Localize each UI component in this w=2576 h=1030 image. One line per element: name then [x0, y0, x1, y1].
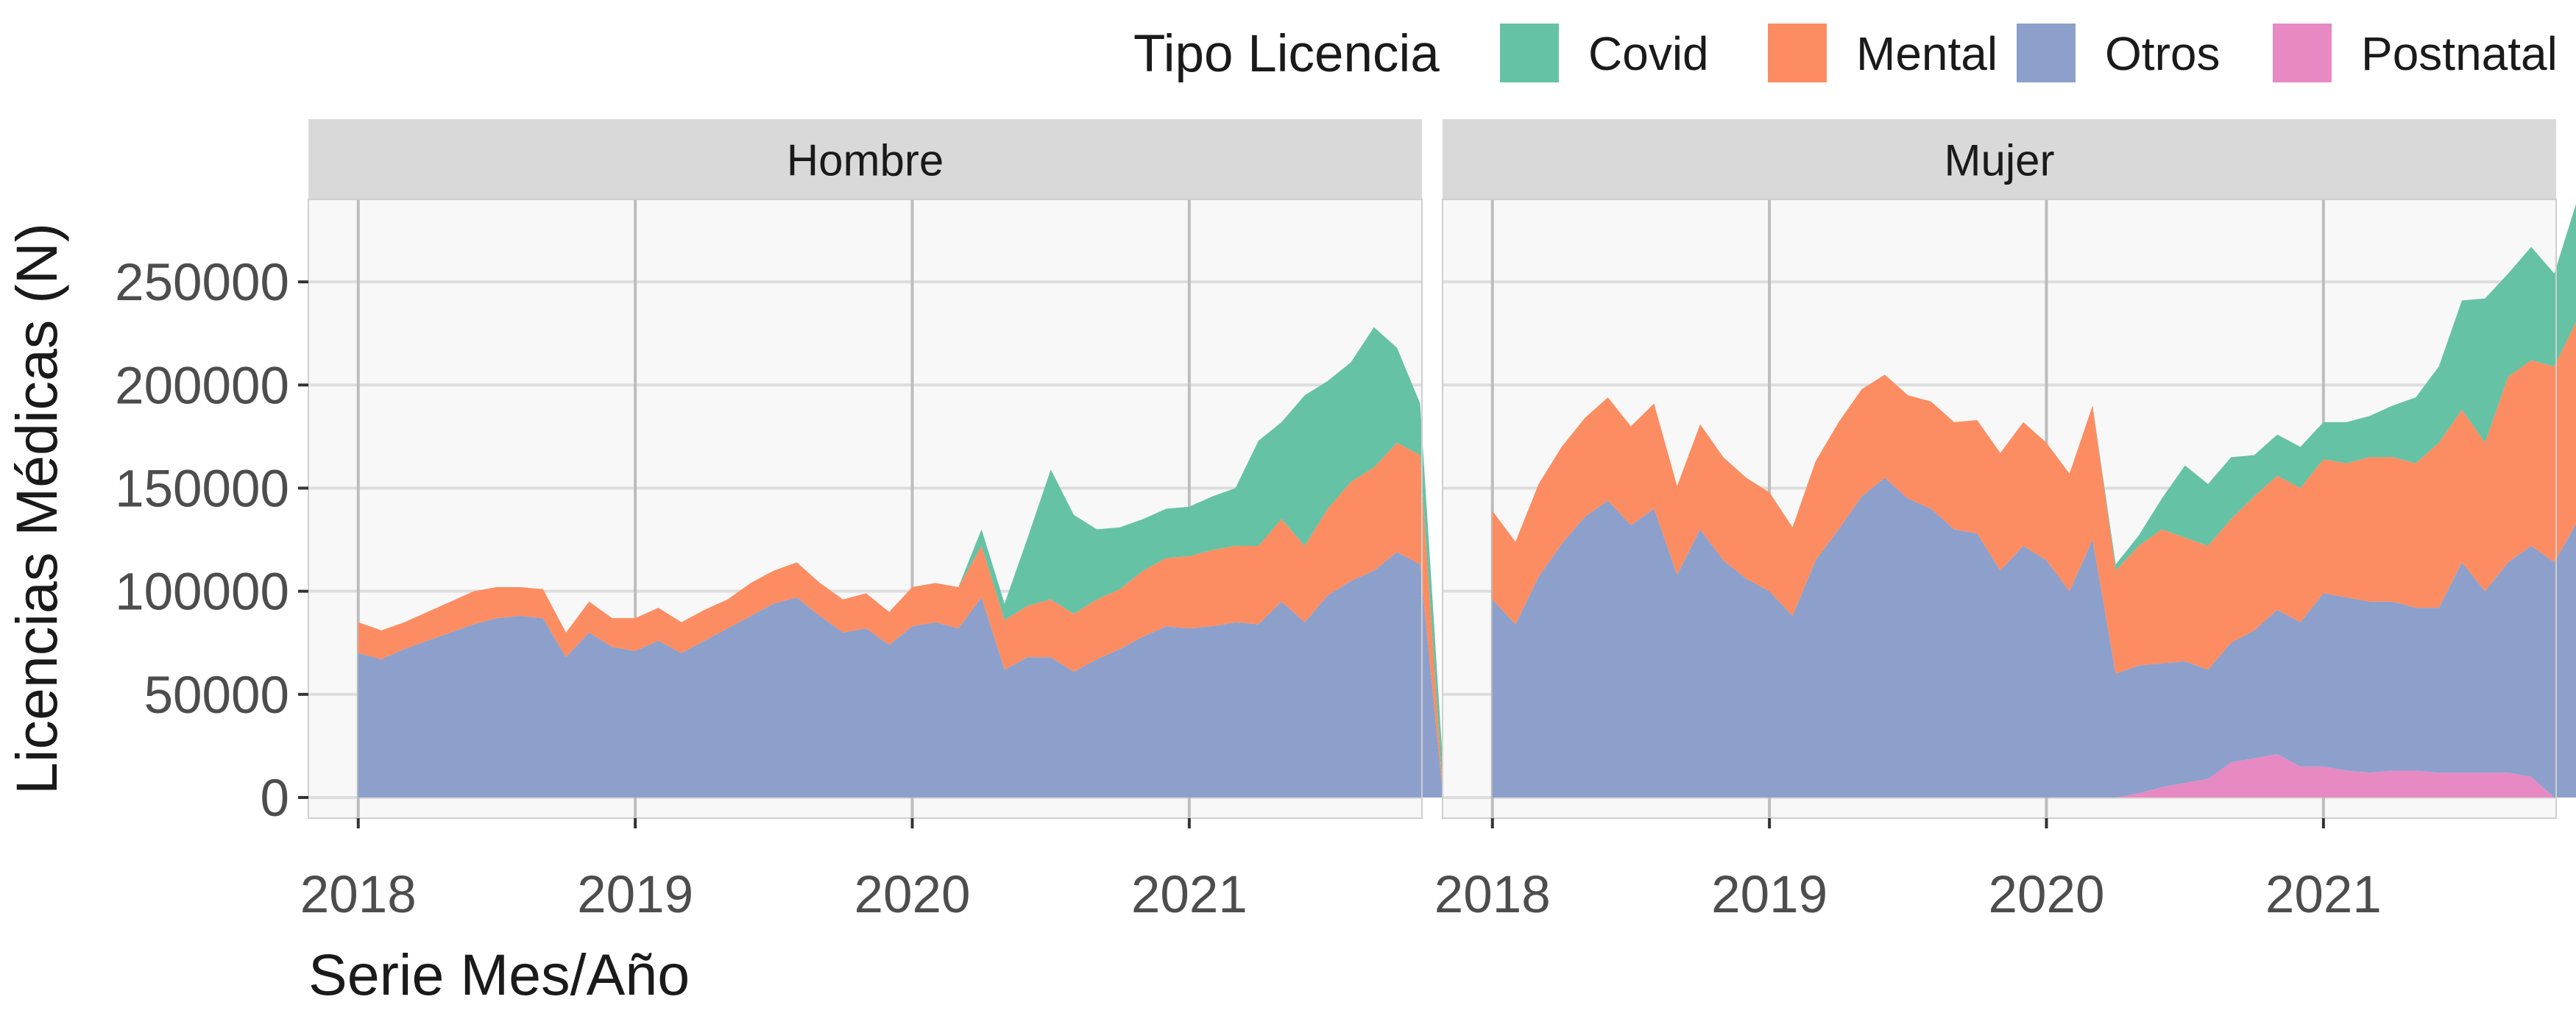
y-tick-label: 150000	[115, 460, 289, 518]
x-tick-label: 2018	[1434, 866, 1551, 924]
panel-hombre: Hombre	[308, 119, 1443, 819]
legend-label-covid: Covid	[1588, 27, 1709, 80]
y-tick-label: 200000	[115, 357, 289, 415]
strip-mujer	[1443, 119, 2556, 199]
area-hombre-otros	[358, 552, 1443, 798]
legend-label-mental: Mental	[1856, 27, 1998, 80]
legend-label-otros: Otros	[2105, 27, 2220, 80]
area-mujer-otros	[1492, 477, 2576, 798]
legend: Tipo Licencia Covid Mental Otros Postnatal	[1133, 24, 2558, 83]
x-tick-label: 2018	[300, 866, 417, 924]
panel-border	[1442, 199, 2557, 819]
y-axis-title: Licencias Médicas (N)	[4, 223, 69, 795]
legend-key-mental	[1768, 24, 1827, 82]
area-mujer-mental	[1492, 322, 2576, 674]
areas-hombre	[358, 327, 1443, 798]
panels: Hombre Mujer	[308, 119, 2576, 819]
x-tick-label: 2019	[577, 866, 693, 924]
x-tick-label: 2019	[1711, 866, 1827, 924]
strip-hombre	[308, 119, 1422, 199]
legend-key-postnatal	[2273, 24, 2332, 82]
panel-mujer: Mujer	[1442, 119, 2576, 819]
legend-title: Tipo Licencia	[1133, 25, 1440, 83]
legend-key-otros	[2017, 24, 2076, 82]
area-mujer-postnatal	[1492, 754, 2576, 798]
y-tick-label: 0	[261, 770, 290, 828]
x-tick-label: 2021	[2265, 866, 2382, 924]
legend-label-postnatal: Postnatal	[2361, 27, 2558, 80]
panel-border	[308, 199, 1423, 819]
strip-label-hombre: Hombre	[787, 136, 944, 185]
strip-label-mujer: Mujer	[1944, 136, 2054, 185]
x-tick-label: 2020	[854, 866, 971, 924]
axes: 2018 2019 2020 2021 2018 2019 2020 2021 0 50000 10…	[4, 223, 2382, 1007]
y-tick-label: 250000	[115, 254, 289, 312]
x-tick-label: 2020	[1989, 866, 2105, 924]
y-tick-label: 50000	[144, 667, 289, 725]
areas-mujer	[1492, 204, 2576, 798]
y-tick-label: 100000	[115, 564, 289, 622]
x-tick-label: 2021	[1131, 866, 1248, 924]
x-axis-title: Serie Mes/Año	[308, 942, 690, 1007]
area-hombre-mental	[358, 442, 1443, 798]
legend-key-covid	[1500, 24, 1559, 82]
area-mujer-covid	[1492, 204, 2576, 571]
